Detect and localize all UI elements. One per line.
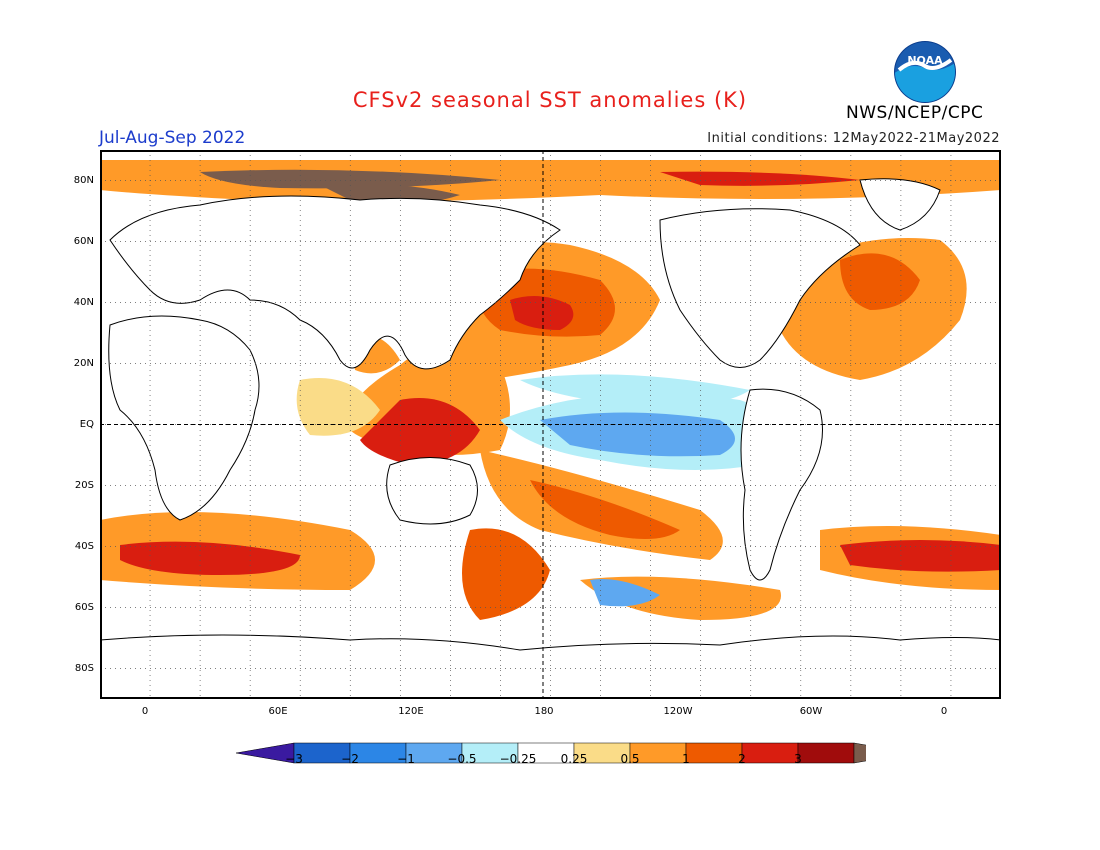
season-label: Jul-Aug-Sep 2022 [99, 128, 246, 148]
lon-label: 0 [141, 706, 149, 717]
lon-label: 120W [663, 706, 693, 717]
colorbar-tick-label: −2 [341, 752, 359, 766]
lat-label: EQ [79, 419, 94, 430]
colorbar-tick-label: 1 [682, 752, 690, 766]
colorbar-tick-label: −3 [285, 752, 303, 766]
lat-label: 80N [73, 175, 94, 186]
lon-label: 60W [799, 706, 823, 717]
colorbar-tick-label: −1 [397, 752, 415, 766]
lat-label: 40S [74, 541, 94, 552]
map-canvas [100, 150, 1001, 699]
colorbar-tick-label: −0.5 [447, 752, 477, 766]
lat-label: 60S [74, 602, 94, 613]
colorbar-tick-label: 2 [738, 752, 746, 766]
lon-label: 0 [940, 706, 948, 717]
continents [100, 178, 1001, 699]
colorbar-tick-label: 0.5 [620, 752, 640, 766]
lat-label: 40N [73, 297, 94, 308]
lon-label: 120E [398, 706, 424, 717]
map-title: CFSv2 seasonal SST anomalies (K) [352, 88, 748, 112]
colorbar-tick-label: 0.25 [560, 752, 588, 766]
lat-label: 60N [73, 236, 94, 247]
lat-label: 80S [74, 663, 94, 674]
colorbar-tick-label: −0.25 [499, 752, 537, 766]
noaa-logo-icon: NOAA [894, 41, 956, 103]
colorbar-tick-label: 3 [794, 752, 802, 766]
lon-label: 180 [534, 706, 554, 717]
map-frame [100, 150, 1001, 699]
initial-conditions-label: Initial conditions: 12May2022-21May2022 [707, 131, 1000, 146]
colorbar [236, 742, 866, 764]
agency-label: NWS/NCEP/CPC [846, 103, 984, 123]
colorbar-segment [853, 742, 866, 764]
logo-text: NOAA [907, 54, 943, 67]
lat-label: 20S [74, 480, 94, 491]
sst-anomaly-map [100, 150, 1001, 699]
lon-label: 60E [268, 706, 288, 717]
lat-label: 20N [73, 358, 94, 369]
